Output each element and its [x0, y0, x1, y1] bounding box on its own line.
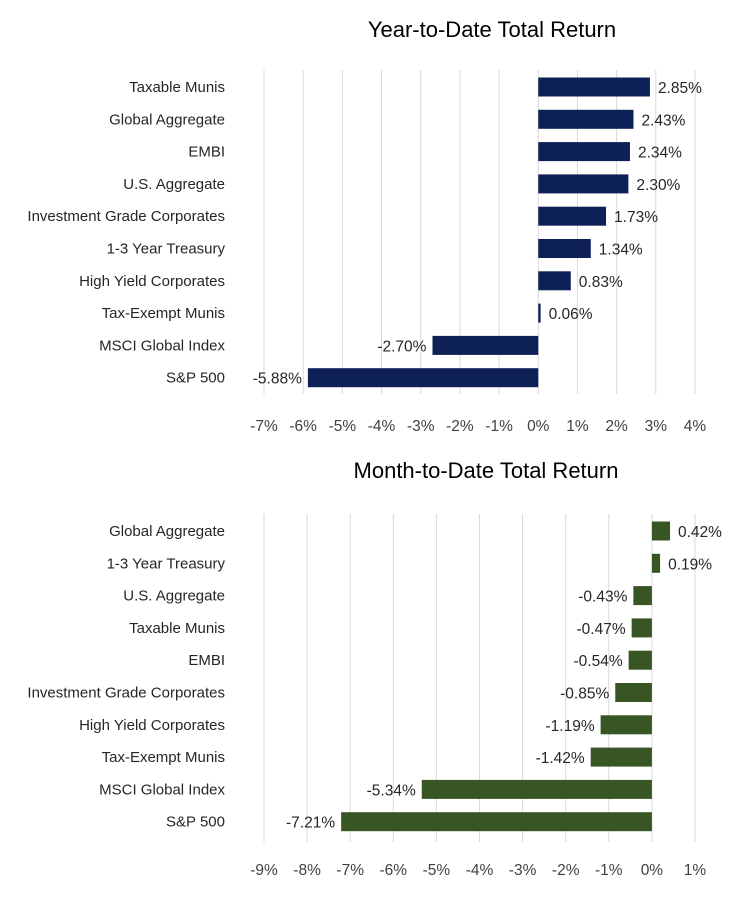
- data-label: 2.30%: [636, 177, 680, 194]
- bar: [538, 174, 629, 194]
- x-tick-label: -4%: [466, 862, 494, 879]
- bar: [631, 618, 652, 638]
- category-label: S&P 500: [166, 370, 225, 387]
- data-label: -7.21%: [286, 815, 335, 832]
- x-tick-label: -5%: [423, 862, 451, 879]
- data-label: -0.47%: [577, 621, 626, 638]
- data-label: 0.06%: [549, 306, 593, 323]
- x-tick-label: -6%: [289, 418, 317, 435]
- bar: [538, 239, 591, 258]
- data-label: -1.42%: [536, 750, 585, 767]
- x-tick-label: 2%: [605, 418, 628, 435]
- bar: [538, 142, 630, 162]
- category-label: 1-3 Year Treasury: [107, 555, 226, 572]
- x-tick-label: -7%: [250, 418, 278, 435]
- x-tick-label: 1%: [684, 862, 707, 879]
- chart-title: Month-to-Date Total Return: [354, 458, 619, 483]
- category-label: Global Aggregate: [109, 111, 225, 128]
- bar: [307, 368, 539, 388]
- bar: [432, 335, 539, 355]
- category-label: MSCI Global Index: [99, 337, 225, 354]
- mtd-chart: Month-to-Date Total Return Global Aggreg…: [27, 458, 722, 879]
- category-label: 1-3 Year Treasury: [107, 241, 226, 258]
- x-tick-label: 0%: [641, 862, 664, 879]
- x-tick-label: -1%: [485, 418, 513, 435]
- bar: [615, 683, 652, 702]
- data-label: 0.19%: [668, 556, 712, 573]
- data-label: -0.54%: [574, 653, 623, 670]
- category-label: Tax-Exempt Munis: [102, 305, 225, 322]
- x-tick-label: -3%: [407, 418, 435, 435]
- bar: [600, 715, 652, 735]
- category-label: Investment Grade Corporates: [27, 685, 225, 702]
- bar: [538, 206, 607, 226]
- category-label: EMBI: [188, 144, 225, 161]
- category-label: EMBI: [188, 652, 225, 669]
- data-label: -0.85%: [560, 686, 609, 703]
- x-tick-label: -1%: [595, 862, 623, 879]
- category-label: MSCI Global Index: [99, 781, 225, 798]
- bar: [651, 521, 671, 541]
- ytd-chart: Year-to-Date Total Return Taxable Munis G…: [27, 17, 707, 435]
- category-label: Tax-Exempt Munis: [102, 749, 225, 766]
- data-label: -2.70%: [377, 338, 426, 355]
- bar: [538, 77, 650, 97]
- x-tick-label: 3%: [645, 418, 668, 435]
- x-tick-label: -9%: [250, 862, 278, 879]
- x-tick-label: -7%: [336, 862, 364, 879]
- x-tick-label: -2%: [446, 418, 474, 435]
- category-label: S&P 500: [166, 814, 225, 831]
- data-label: 1.34%: [599, 242, 643, 259]
- bar: [633, 586, 652, 606]
- category-label: High Yield Corporates: [79, 273, 225, 290]
- data-label: -1.19%: [545, 718, 594, 735]
- bar: [538, 271, 571, 291]
- data-label: 2.34%: [638, 145, 682, 162]
- bar: [651, 553, 661, 573]
- data-label: 2.43%: [641, 112, 685, 129]
- category-label: U.S. Aggregate: [123, 588, 225, 605]
- bar: [590, 747, 652, 767]
- bar: [538, 303, 541, 323]
- chart-title: Year-to-Date Total Return: [368, 17, 616, 42]
- category-label: Taxable Munis: [129, 79, 225, 96]
- x-tick-label: -5%: [329, 418, 357, 435]
- bar: [421, 779, 652, 799]
- category-label: High Yield Corporates: [79, 717, 225, 734]
- x-tick-label: 1%: [566, 418, 589, 435]
- category-label: Investment Grade Corporates: [27, 208, 225, 225]
- category-label: Taxable Munis: [129, 620, 225, 637]
- data-label: -5.88%: [253, 371, 302, 388]
- data-label: -5.34%: [367, 782, 416, 799]
- x-tick-label: -6%: [380, 862, 408, 879]
- data-label: -0.43%: [578, 589, 627, 606]
- x-tick-label: 0%: [527, 418, 550, 435]
- data-label: 0.42%: [678, 524, 722, 541]
- data-label: 2.85%: [658, 80, 702, 97]
- x-tick-label: -4%: [368, 418, 396, 435]
- x-tick-label: -8%: [293, 862, 321, 879]
- data-label: 1.73%: [614, 209, 658, 226]
- bar: [628, 650, 652, 670]
- x-tick-label: -3%: [509, 862, 537, 879]
- category-label: Global Aggregate: [109, 523, 225, 540]
- x-tick-label: -2%: [552, 862, 580, 879]
- category-label: U.S. Aggregate: [123, 176, 225, 193]
- x-tick-label: 4%: [684, 418, 707, 435]
- data-label: 0.83%: [579, 274, 623, 291]
- bar: [341, 812, 652, 832]
- bar: [538, 109, 634, 129]
